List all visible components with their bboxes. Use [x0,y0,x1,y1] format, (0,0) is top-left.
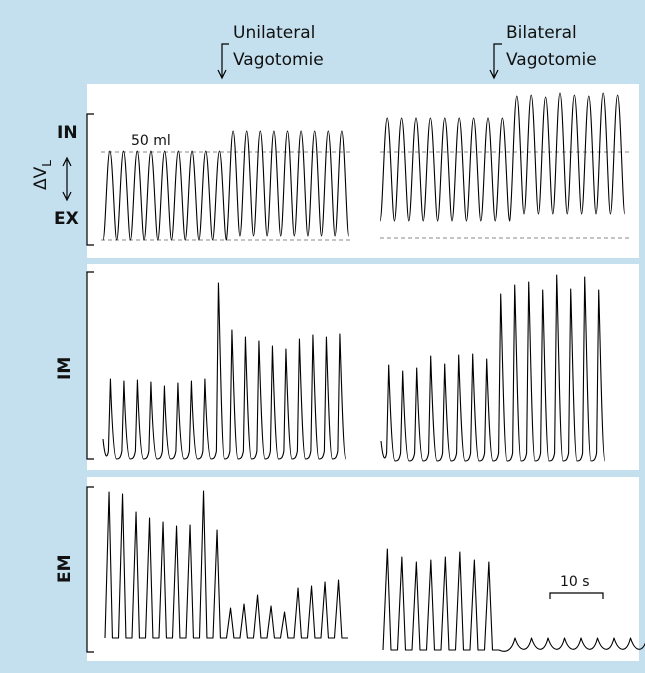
inspiration-label: IN [57,123,78,143]
unilateral-line1: Unilateral [233,23,315,43]
im-axis [86,271,94,460]
em-row-label: EM [55,554,75,583]
em-trace-unilateral [104,490,348,639]
bilateral-vagotomy-label: Bilateral Vagotomie [489,23,597,80]
unilateral-arrow-icon [217,69,227,80]
volume-trace-unilateral [102,130,350,241]
em-panel [87,477,639,661]
unilateral-line2: Vagotomie [233,50,324,70]
time-scale-line [549,592,604,599]
volume-trace-bilateral [379,92,626,222]
im-trace-bilateral [380,274,606,462]
bilateral-line1: Bilateral [506,23,577,43]
bilateral-line2: Vagotomie [506,50,597,70]
in-arrow-icon [62,156,72,167]
volume-scale-label: 50 ml [131,133,171,149]
time-scale-label: 10 s [560,574,590,590]
unilateral-vagotomy-label: Unilateral Vagotomie [217,23,324,80]
em-axis [86,486,94,653]
time-scale-bar: 10 s [549,574,604,599]
ex-arrow-icon [62,191,72,202]
delta-v-label: ΔVL [31,160,54,190]
volume-panel [87,84,639,258]
volume-row-label: ΔVL IN EX [31,123,79,229]
bilateral-marker-line [493,43,502,77]
im-row-label: IM [55,357,75,380]
em-trace-bilateral [382,548,645,652]
volume-axis [86,113,94,246]
expiration-label: EX [54,209,79,229]
bilateral-arrow-icon [489,69,499,80]
im-trace-unilateral [102,282,347,460]
unilateral-marker-line [221,43,229,77]
